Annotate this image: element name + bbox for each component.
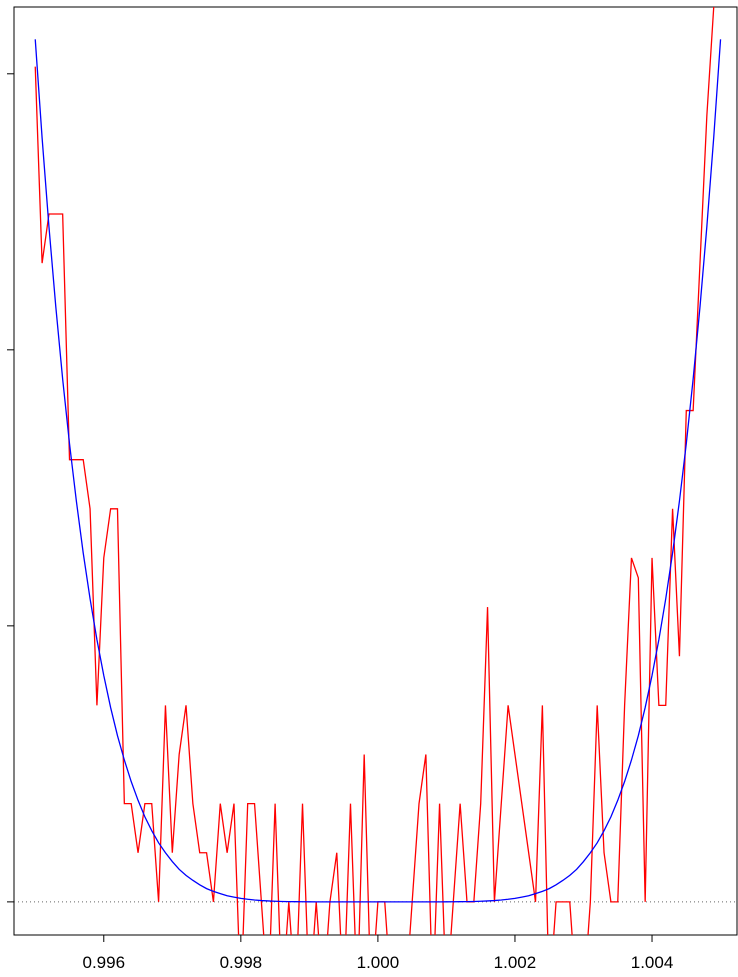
- x-tick-label: 1.004: [631, 953, 674, 972]
- plot-frame: [13, 6, 738, 936]
- plot-area: [14, 7, 737, 935]
- series-line: [34, 7, 715, 935]
- x-tick-label: 0.996: [83, 953, 126, 972]
- x-tick-label: 1.000: [357, 953, 400, 972]
- series-line: [34, 39, 722, 903]
- x-tick-label: 1.002: [494, 953, 537, 972]
- x-tick-label: 0.998: [220, 953, 263, 972]
